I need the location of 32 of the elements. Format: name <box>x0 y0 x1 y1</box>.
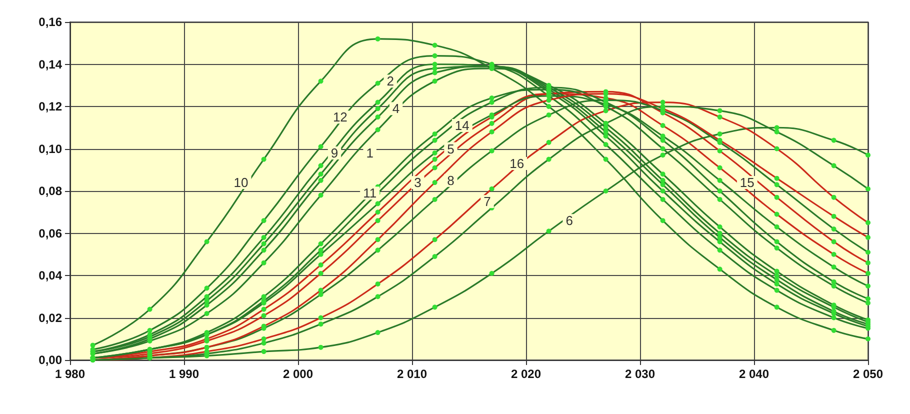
x-tick-label: 2 020 <box>510 367 542 381</box>
x-tick-label: 2 030 <box>624 367 656 381</box>
y-tick-label: 0,08 <box>38 184 62 198</box>
y-tick-label: 0,00 <box>38 353 62 367</box>
x-tick-label: 2 000 <box>282 367 314 381</box>
y-tick-label: 0,10 <box>38 142 62 156</box>
annotation: 8 <box>447 172 454 188</box>
annotation: 11 <box>363 186 377 201</box>
x-tick-label: 2 040 <box>738 367 770 381</box>
x-tick-label: 2 010 <box>396 367 428 381</box>
annotation: 10 <box>234 175 248 190</box>
annotation: 4 <box>392 101 400 116</box>
annotation: 2 <box>386 74 394 89</box>
y-tick-label: 0,16 <box>38 15 62 29</box>
y-tick-label: 0,14 <box>38 57 62 72</box>
annotation: 14 <box>454 118 470 134</box>
y-tick-label: 0,12 <box>38 100 62 114</box>
annotation: 16 <box>510 156 524 172</box>
y-tick-label: 0,06 <box>38 226 62 240</box>
annotation: 3 <box>414 175 422 190</box>
annotation: 9 <box>330 145 338 160</box>
annotation: 15 <box>740 175 754 190</box>
annotation: 1 <box>366 145 374 160</box>
y-tick-label: 0,02 <box>38 310 62 325</box>
annotation: 6 <box>566 213 573 228</box>
x-tick-label: 1 990 <box>168 367 200 381</box>
annotation: 12 <box>332 110 348 125</box>
annotation: 7 <box>484 194 491 210</box>
x-tick-label: 2 050 <box>852 367 884 381</box>
x-tick-label: 1 980 <box>54 367 86 381</box>
annotation: 5 <box>447 141 454 156</box>
y-tick-label: 0,04 <box>38 268 62 282</box>
